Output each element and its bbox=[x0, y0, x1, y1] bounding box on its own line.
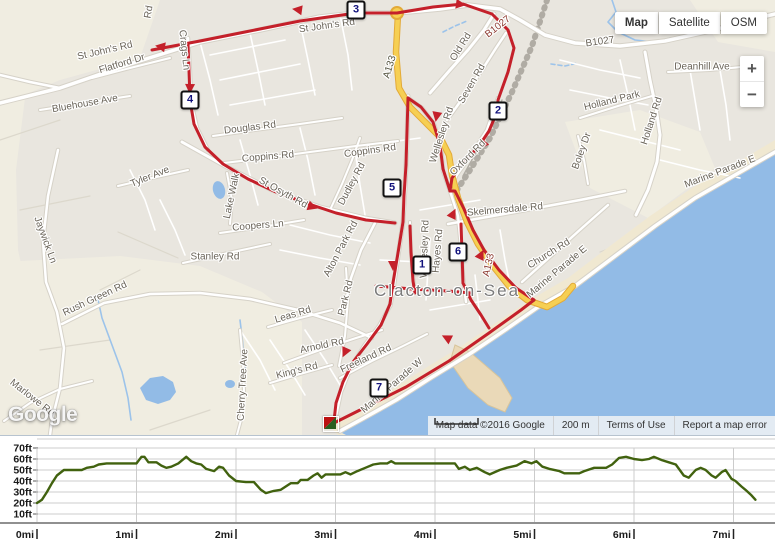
waypoint-marker-3[interactable]: 3 bbox=[346, 0, 366, 20]
elevation-chart: 70ft 60ft 50ft 40ft 30ft 20ft 10ft 0mi 1mi 2mi 3mi… bbox=[0, 435, 775, 555]
svg-text:7mi: 7mi bbox=[712, 529, 730, 541]
svg-text:5mi: 5mi bbox=[513, 529, 531, 541]
svg-text:40ft: 40ft bbox=[13, 476, 32, 488]
zoom-out-button[interactable]: − bbox=[747, 85, 757, 104]
map-button[interactable]: Map bbox=[614, 12, 658, 34]
scale-text: 200 m bbox=[561, 420, 590, 431]
waypoint-marker-1[interactable]: 1 bbox=[412, 255, 432, 275]
svg-text:20ft: 20ft bbox=[13, 498, 32, 510]
scale-segment: 200 m bbox=[433, 416, 598, 435]
road-label: Deanhill Ave bbox=[674, 61, 730, 73]
svg-text:3mi: 3mi bbox=[314, 529, 332, 541]
svg-text:30ft: 30ft bbox=[13, 487, 32, 499]
attribution-bar: Map data ©2016 Google 200 m Terms of Use… bbox=[427, 416, 775, 435]
waypoint-marker-5[interactable]: 5 bbox=[382, 178, 402, 198]
map-type-controls: Map Satellite OSM bbox=[614, 12, 767, 34]
waypoint-marker-2[interactable]: 2 bbox=[488, 101, 508, 121]
svg-text:0mi: 0mi bbox=[16, 529, 34, 541]
svg-text:2mi: 2mi bbox=[215, 529, 233, 541]
waypoint-marker-6[interactable]: 6 bbox=[448, 242, 468, 262]
city-label: Clacton-on-Sea bbox=[373, 281, 521, 300]
svg-text:6mi: 6mi bbox=[613, 529, 631, 541]
zoom-in-button[interactable]: + bbox=[740, 56, 764, 82]
map-data-text: Map data ©2016 Google bbox=[427, 416, 553, 435]
waypoint-marker-4[interactable]: 4 bbox=[180, 90, 200, 110]
osm-button[interactable]: OSM bbox=[720, 12, 767, 34]
svg-text:4mi: 4mi bbox=[414, 529, 432, 541]
road-label: Stanley Rd bbox=[190, 251, 240, 263]
map-viewport[interactable]: St John's Rd Rd St John's Rd Crags Ln Flatfo… bbox=[0, 0, 775, 435]
waypoint-marker-7[interactable]: 7 bbox=[369, 378, 389, 398]
terms-of-use-link[interactable]: Terms of Use bbox=[606, 420, 666, 431]
start-finish-marker-icon[interactable] bbox=[323, 416, 339, 432]
zoom-control: + − bbox=[740, 56, 764, 107]
svg-text:10ft: 10ft bbox=[13, 509, 32, 521]
road-label: Rd bbox=[142, 4, 156, 20]
svg-text:60ft: 60ft bbox=[13, 454, 32, 466]
map-canvas[interactable] bbox=[0, 0, 775, 435]
svg-text:50ft: 50ft bbox=[13, 465, 32, 477]
google-logo[interactable]: Google bbox=[8, 403, 78, 426]
scale-bar-icon bbox=[433, 418, 479, 425]
satellite-button[interactable]: Satellite bbox=[658, 12, 720, 34]
svg-text:1mi: 1mi bbox=[115, 529, 133, 541]
svg-text:70ft: 70ft bbox=[13, 443, 32, 455]
report-map-error-link[interactable]: Report a map error bbox=[682, 420, 767, 431]
